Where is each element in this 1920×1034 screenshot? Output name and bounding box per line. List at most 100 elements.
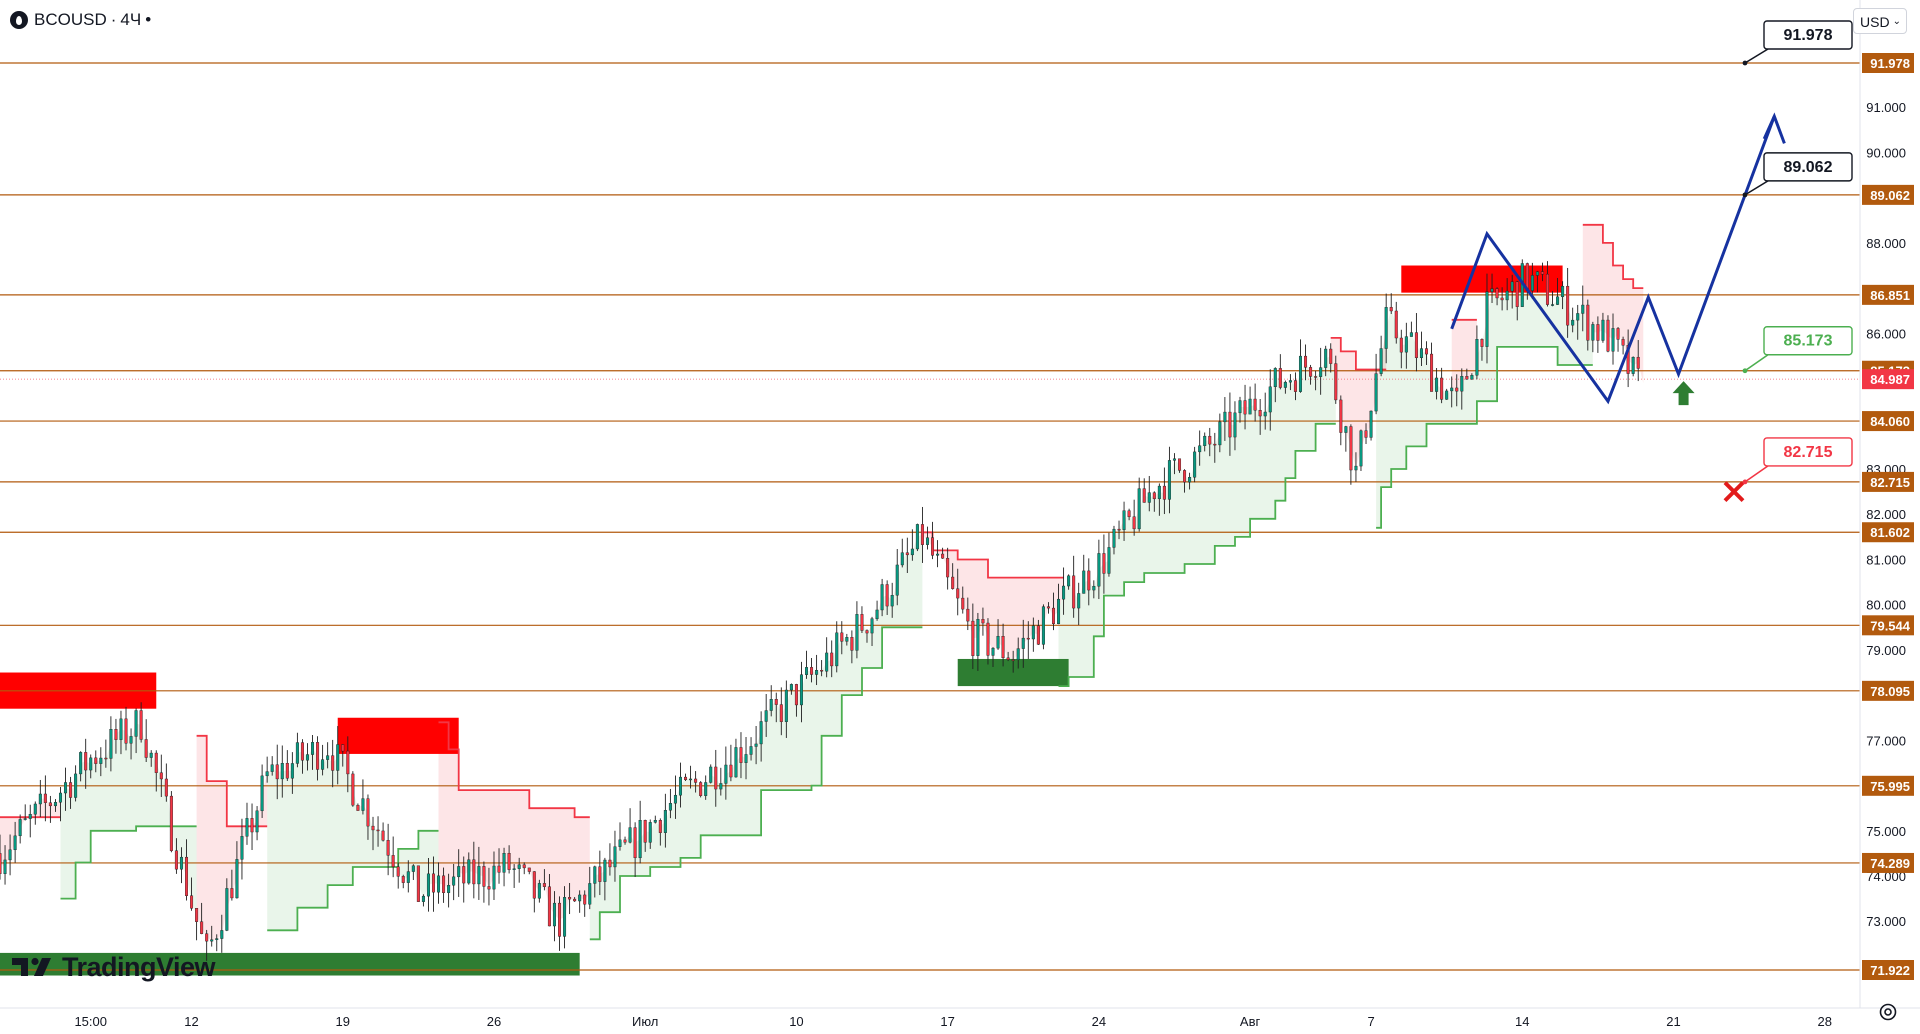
candle-body [1072, 575, 1076, 609]
candle-body [623, 839, 627, 843]
candle-body [124, 718, 128, 744]
candle-body [865, 630, 869, 634]
price-tick-label: 79.000 [1866, 643, 1906, 658]
currency-select[interactable]: USD ⌄ [1853, 8, 1907, 34]
candle-body [1319, 367, 1323, 377]
candle-body [1172, 458, 1176, 461]
level-price-tag [1862, 615, 1914, 636]
level-price-label: 78.095 [1870, 684, 1910, 699]
candle-body [1082, 570, 1086, 594]
candle-body [366, 798, 370, 827]
candle-body [1208, 435, 1212, 445]
candle-body [951, 576, 955, 589]
candle-body [58, 792, 62, 803]
candle-body [260, 775, 264, 812]
price-axis-bg [1860, 0, 1920, 1008]
candle-body [588, 883, 592, 905]
header-dot: • [145, 10, 152, 29]
supply-zone [1401, 265, 1563, 293]
candle-body [1309, 367, 1313, 377]
candle-body [1566, 285, 1570, 326]
candle-body [129, 736, 133, 744]
candle-body [1369, 410, 1373, 438]
level-price-label: 84.060 [1870, 414, 1910, 429]
candle-body [653, 820, 657, 823]
candle-body [38, 793, 42, 805]
symbol-header[interactable]: BCOUSD · 4Ч • [10, 8, 155, 32]
level-price-label: 82.715 [1870, 475, 1910, 490]
candle-body [799, 674, 803, 706]
candle-body [986, 622, 990, 656]
candle-body [547, 886, 551, 927]
candle-body [1510, 281, 1514, 292]
candle-body [1540, 271, 1544, 275]
callout-box [1763, 20, 1853, 50]
candle-body [719, 783, 723, 790]
candle-body [1551, 304, 1555, 306]
candle-body [431, 873, 435, 893]
candle-body [573, 898, 577, 902]
candle-body [270, 764, 274, 772]
candle-body [1233, 412, 1237, 438]
candle-body [149, 752, 153, 758]
candle-body [1157, 485, 1161, 500]
candle-body [492, 865, 496, 890]
candle-body [1636, 356, 1640, 369]
candle-body [336, 744, 340, 771]
candle-body [905, 552, 909, 556]
projection-arrowhead [1762, 112, 1786, 144]
candle-body [341, 744, 345, 752]
candle-body [109, 728, 113, 759]
candle-body [1051, 607, 1055, 625]
callout-label: 91.978 [1784, 27, 1833, 44]
interval-label[interactable]: 4Ч [120, 10, 142, 29]
candle-body [1571, 319, 1575, 326]
tradingview-logo: TradingView [12, 950, 216, 984]
candle-body [946, 558, 950, 578]
candle-body [346, 750, 350, 775]
price-tick-label: 90.000 [1866, 145, 1906, 160]
candle-body [875, 609, 879, 619]
candle-body [104, 757, 108, 760]
gear-icon[interactable] [1876, 1000, 1900, 1024]
candle-body [1500, 297, 1504, 301]
candle-body [1324, 348, 1328, 368]
candle-body [1329, 348, 1333, 364]
candle-body [13, 835, 17, 851]
callout-leader [1744, 465, 1769, 483]
candle-body [1258, 410, 1262, 417]
candle-body [1535, 271, 1539, 276]
candle-body [396, 866, 400, 877]
time-tick-label: 21 [1666, 1014, 1680, 1029]
symbol-name[interactable]: BCOUSD [34, 10, 107, 29]
candle-body [1430, 353, 1434, 392]
tradingview-logo-icon [12, 957, 51, 976]
candle-body [1112, 528, 1116, 548]
candle-body [643, 820, 647, 843]
candle-body [1178, 458, 1182, 471]
candle-body [3, 859, 7, 874]
candle-body [774, 699, 778, 705]
candle-body [457, 866, 461, 878]
candle-body [1530, 275, 1534, 291]
candle-body [79, 752, 83, 775]
candle-body [28, 814, 32, 819]
level-price-tag [1862, 775, 1914, 796]
candle-body [779, 704, 783, 722]
price-axis[interactable]: 91.00090.00088.00086.00083.00082.00081.0… [1859, 0, 1920, 1008]
candle-body [1077, 593, 1081, 609]
candle-body [331, 755, 335, 771]
candle-body [361, 798, 365, 811]
candle-body [915, 524, 919, 550]
logo-text: TradingView [62, 951, 216, 982]
time-tick-label: 28 [1817, 1014, 1831, 1029]
candle-body [477, 866, 481, 885]
candle-body [220, 930, 224, 939]
candle-body [43, 793, 47, 803]
time-axis[interactable]: 15:00 12 19 26 Июл 10 17 24 Авг 7 14 21 28 [0, 1007, 1920, 1029]
candle-body [1304, 355, 1308, 368]
stop-cross-icon [1723, 481, 1745, 503]
candle-body [1167, 460, 1171, 500]
header-separator: · [110, 10, 117, 29]
